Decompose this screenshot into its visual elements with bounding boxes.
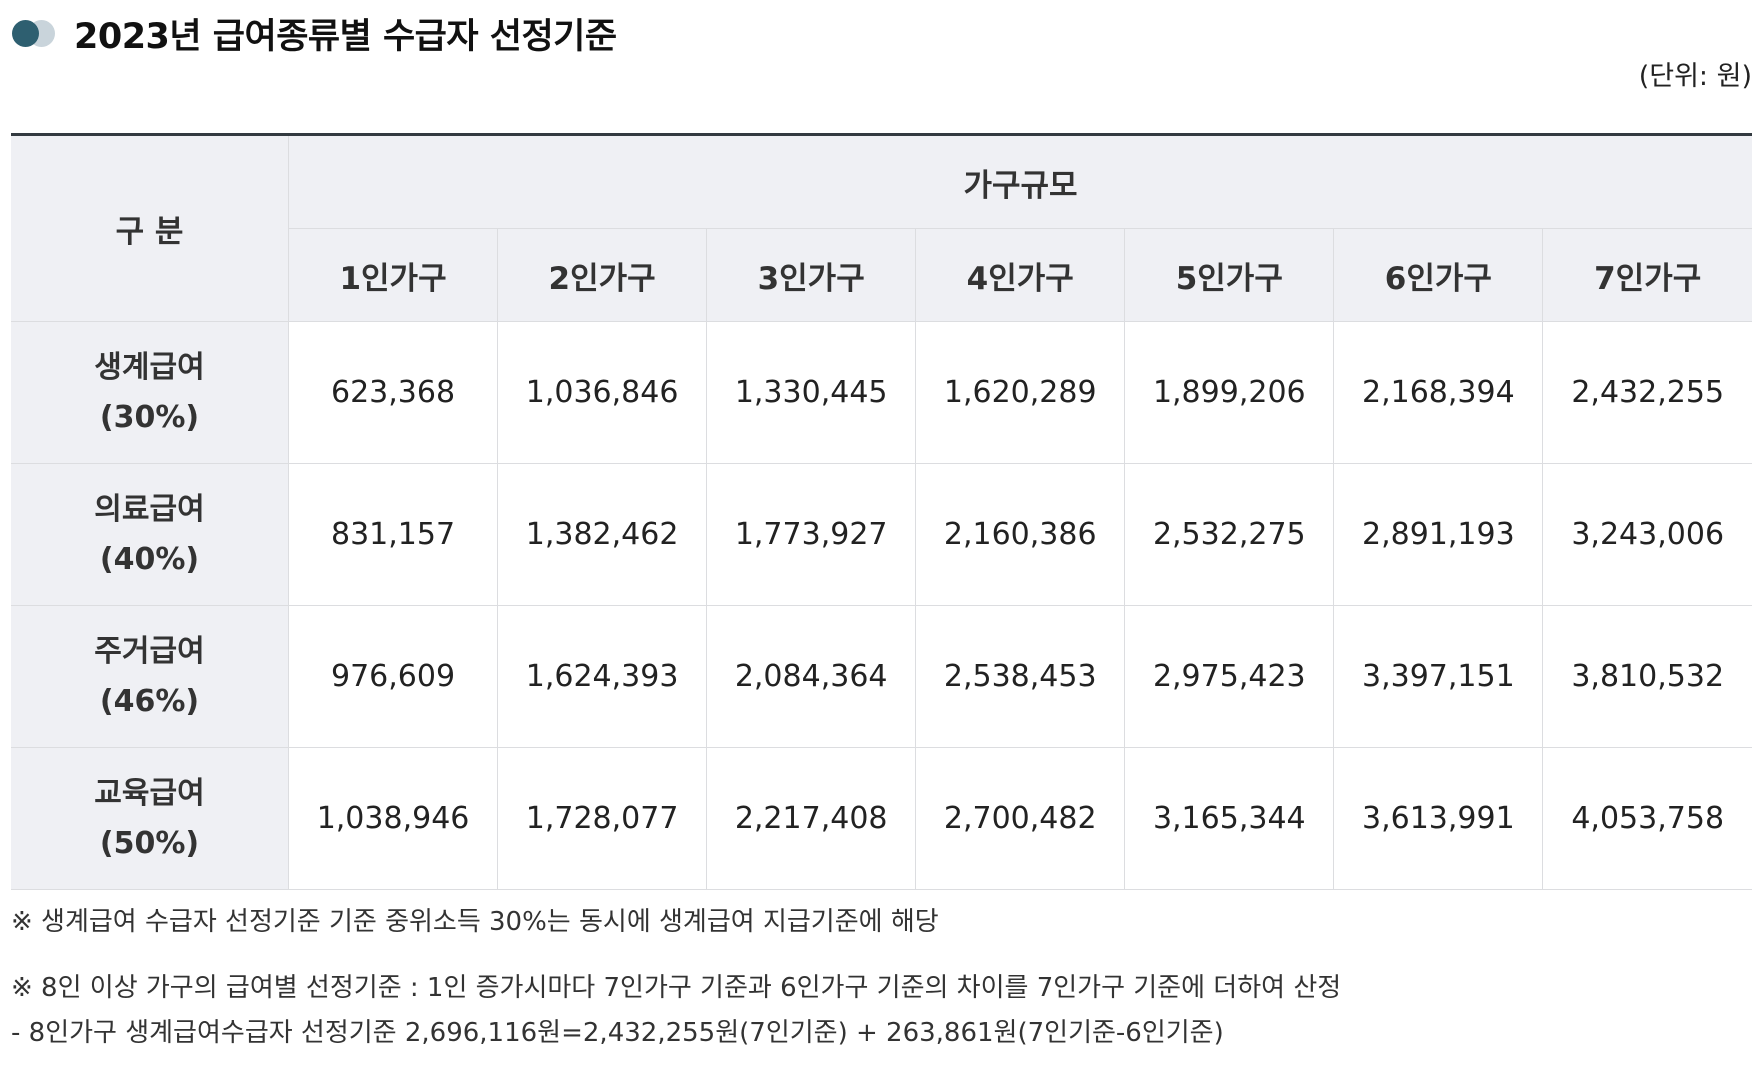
table-cell: 2,975,423 [1124,605,1335,748]
benefit-name: 생계급여 [94,349,205,385]
two-circle-bullet-icon [12,18,60,48]
title-row: 2023년 급여종류별 수급자 선정기준 [12,6,617,60]
table-cell: 3,397,151 [1333,605,1544,748]
table-cell: 1,330,445 [706,321,917,464]
benefit-name: 의료급여 [94,491,205,527]
table-cell: 1,382,462 [497,463,708,606]
table-cell: 2,538,453 [915,605,1126,748]
footnotes: ※ 생계급여 수급자 선정기준 기준 중위소득 30%는 동시에 생계급여 지급… [11,900,1341,1056]
table-cell: 1,624,393 [497,605,708,748]
table-cell: 831,157 [287,463,499,606]
table-cell: 2,084,364 [706,605,917,748]
table-cell: 2,891,193 [1333,463,1544,606]
selection-criteria-table: 구 분 가구규모 1인가구 2인가구 3인가구 4인가구 5인가구 6인가구 7… [11,133,1752,890]
bullet-dot-dark [12,20,39,47]
table-cell: 2,217,408 [706,747,917,890]
footnote: ※ 생계급여 수급자 선정기준 기준 중위소득 30%는 동시에 생계급여 지급… [11,907,939,937]
household-size-header: 5인가구 [1124,228,1335,322]
benefit-name: 교육급여 [94,775,205,811]
table-cell: 1,728,077 [497,747,708,890]
benefit-rate: (46%) [99,683,200,719]
table-row: 의료급여 (40%) 831,157 1,382,462 1,773,927 2… [11,463,1752,606]
benefit-rate: (30%) [99,399,200,435]
table-row: 생계급여 (30%) 623,368 1,036,846 1,330,445 1… [11,321,1752,464]
footnote: - 8인가구 생계급여수급자 선정기준 2,696,116원=2,432,255… [11,1018,1224,1048]
header-row-sizes: 1인가구 2인가구 3인가구 4인가구 5인가구 6인가구 7인가구 [11,228,1752,322]
table-cell: 2,700,482 [915,747,1126,890]
footnote-spacer [11,945,1341,966]
table-cell: 1,899,206 [1124,321,1335,464]
table-cell: 3,165,344 [1124,747,1335,890]
household-size-header: 3인가구 [706,228,917,322]
table-cell: 2,432,255 [1542,321,1752,464]
household-size-header: 4인가구 [915,228,1126,322]
table-cell: 3,613,991 [1333,747,1544,890]
category-header: 구 분 [11,134,289,322]
table-cell: 976,609 [287,605,499,748]
table-cell: 1,036,846 [497,321,708,464]
table-cell: 3,810,532 [1542,605,1752,748]
unit-label: (단위: 원) [1638,61,1752,92]
table-cell: 2,160,386 [915,463,1126,606]
row-header: 교육급여 (50%) [11,747,289,890]
row-header: 의료급여 (40%) [11,463,289,606]
table-cell: 1,620,289 [915,321,1126,464]
row-header: 생계급여 (30%) [11,321,289,464]
header-row-group: 구 분 가구규모 [11,134,1752,322]
household-size-header: 1인가구 [288,228,499,322]
table-cell: 623,368 [287,321,499,464]
row-header: 주거급여 (46%) [11,605,289,748]
benefit-rate: (50%) [99,825,200,861]
household-size-group-header: 가구규모 [288,134,1752,229]
household-size-header: 2인가구 [497,228,708,322]
benefit-name: 주거급여 [94,633,205,669]
table-cell: 2,168,394 [1333,321,1544,464]
table-cell: 4,053,758 [1542,747,1752,890]
table-cell: 2,532,275 [1124,463,1335,606]
table-cell: 1,773,927 [706,463,917,606]
table-cell: 3,243,006 [1542,463,1752,606]
household-size-header: 7인가구 [1542,228,1752,322]
page-title: 2023년 급여종류별 수급자 선정기준 [74,16,617,57]
table-cell: 1,038,946 [287,747,499,890]
footnote: ※ 8인 이상 가구의 급여별 선정기준 : 1인 증가시마다 7인가구 기준과… [11,973,1342,1003]
table-row: 주거급여 (46%) 976,609 1,624,393 2,084,364 2… [11,605,1752,748]
benefit-rate: (40%) [99,541,200,577]
table-row: 교육급여 (50%) 1,038,946 1,728,077 2,217,408… [11,747,1752,890]
household-size-header: 6인가구 [1333,228,1544,322]
